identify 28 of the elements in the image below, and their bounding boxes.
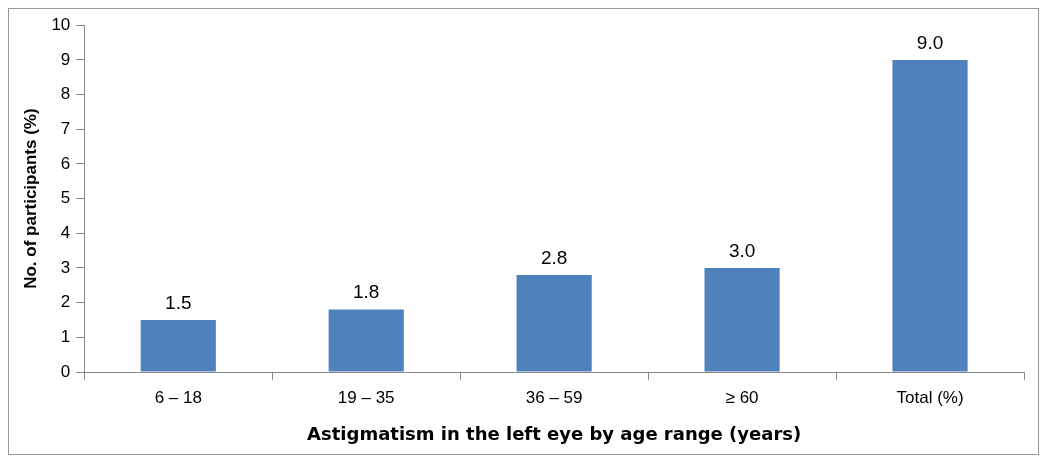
y-axis-title: No. of participants (%) bbox=[20, 108, 40, 289]
y-tick-label: 4 bbox=[60, 222, 71, 242]
x-axis-title: Astigmatism in the left eye by age range (years) bbox=[307, 422, 802, 444]
data-label: 1.8 bbox=[353, 281, 380, 303]
bar bbox=[892, 59, 968, 372]
data-label: 1.5 bbox=[165, 291, 192, 313]
y-tick-label: 2 bbox=[60, 292, 71, 312]
x-tick-label: Total (%) bbox=[896, 387, 964, 407]
x-tick-label: 19 – 35 bbox=[337, 387, 395, 407]
x-tick-label: 6 – 18 bbox=[154, 387, 202, 407]
bar bbox=[704, 267, 780, 372]
data-label: 3.0 bbox=[728, 239, 756, 261]
x-tick-label: 36 – 59 bbox=[525, 387, 583, 407]
y-tick-label: 8 bbox=[60, 84, 71, 104]
x-tick-label: ≥ 60 bbox=[725, 387, 759, 407]
data-label: 2.8 bbox=[540, 246, 568, 268]
y-tick-label: 9 bbox=[60, 49, 71, 69]
y-tick-label: 5 bbox=[60, 188, 71, 208]
y-tick-label: 0 bbox=[60, 361, 71, 381]
y-tick-label: 1 bbox=[60, 327, 71, 347]
y-tick-label: 6 bbox=[60, 153, 71, 173]
bar bbox=[516, 274, 592, 372]
y-tick-label: 10 bbox=[51, 14, 71, 34]
y-tick-label: 3 bbox=[60, 257, 71, 277]
data-label: 9.0 bbox=[916, 31, 944, 53]
bar bbox=[328, 309, 404, 372]
bar bbox=[140, 319, 216, 372]
y-tick-label: 7 bbox=[60, 118, 71, 138]
